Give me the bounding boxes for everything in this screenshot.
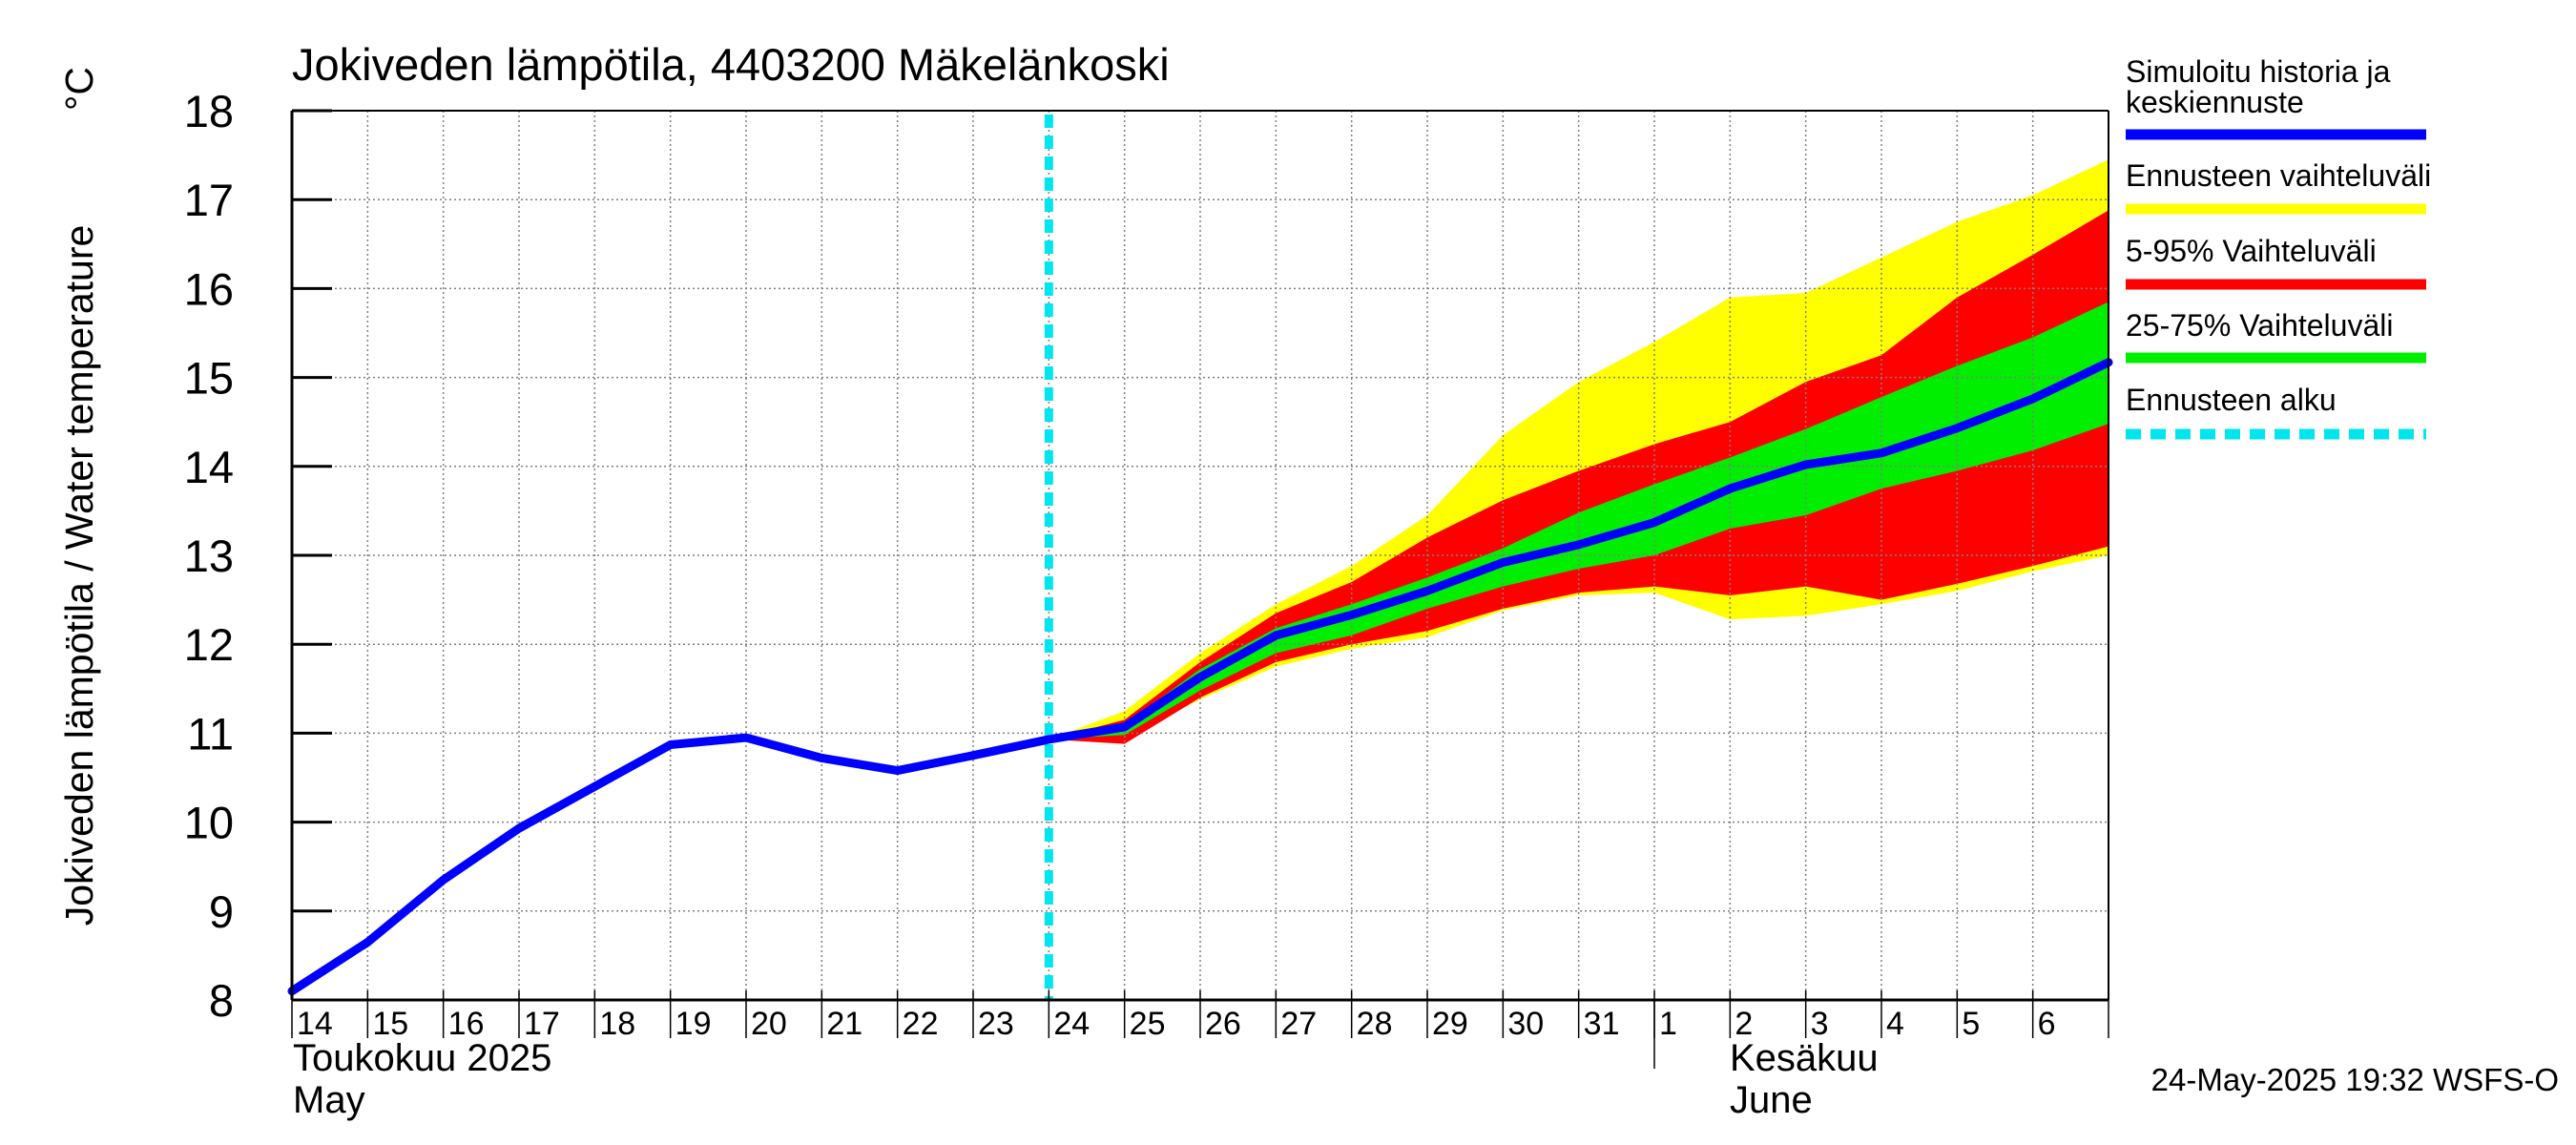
simulated-history-line bbox=[287, 358, 2113, 996]
y-tick-label: 10 bbox=[184, 798, 234, 848]
y-tick-label: 15 bbox=[184, 353, 234, 404]
y-tick-label: 18 bbox=[184, 86, 234, 136]
x-tick-label: 19 bbox=[675, 1006, 712, 1042]
x-tick-label: 16 bbox=[448, 1006, 485, 1042]
x-tick-label: 29 bbox=[1432, 1006, 1468, 1042]
chart-title: Jokiveden lämpötila, 4403200 Mäkelänkosk… bbox=[292, 39, 1170, 90]
x-tick-label: 18 bbox=[599, 1006, 635, 1042]
y-tick-label: 8 bbox=[209, 975, 234, 1026]
range-25-75-band bbox=[1049, 302, 2109, 739]
month-label-may-en: May bbox=[293, 1079, 365, 1121]
legend-label: Ennusteen alku bbox=[2126, 383, 2337, 417]
y-tick-label: 11 bbox=[187, 708, 234, 759]
x-tick-label: 17 bbox=[524, 1006, 560, 1042]
x-axis-ticks: 14 15 16 17 18 19 20 21 22 23 24 25 26 27 28 29 30 31 1 2 3 4… bbox=[291, 990, 2109, 1069]
x-tick-label: 24 bbox=[1053, 1006, 1090, 1042]
legend-label: 5-95% Vaihteluväli bbox=[2126, 234, 2377, 268]
x-tick-label: 22 bbox=[903, 1006, 939, 1042]
y-axis-ticks: 8 9 10 11 12 13 14 15 16 17 18 bbox=[184, 86, 332, 1026]
x-tick-label: 5 bbox=[1962, 1006, 1980, 1042]
y-tick-label: 12 bbox=[184, 619, 234, 670]
y-tick-label: 9 bbox=[209, 886, 234, 937]
x-tick-label: 2 bbox=[1735, 1006, 1753, 1042]
x-tick-label: 3 bbox=[1811, 1006, 1829, 1042]
x-tick-label: 25 bbox=[1130, 1006, 1166, 1042]
y-tick-label: 17 bbox=[184, 175, 234, 225]
x-tick-label: 1 bbox=[1659, 1006, 1677, 1042]
x-tick-label: 4 bbox=[1886, 1006, 1904, 1042]
x-tick-label: 6 bbox=[2038, 1006, 2056, 1042]
range-5-95-band bbox=[1049, 210, 2109, 744]
y-tick-label: 14 bbox=[184, 442, 234, 492]
x-tick-label: 26 bbox=[1205, 1006, 1241, 1042]
x-tick-label: 20 bbox=[751, 1006, 787, 1042]
y-axis-label: Jokiveden lämpötila / Water temperature bbox=[57, 225, 101, 926]
x-tick-label: 28 bbox=[1357, 1006, 1393, 1042]
legend-label: 25-75% Vaihteluväli bbox=[2126, 308, 2393, 343]
y-tick-label: 16 bbox=[184, 263, 234, 314]
x-tick-label: 23 bbox=[978, 1006, 1014, 1042]
x-tick-label: 14 bbox=[297, 1006, 333, 1042]
timestamp: 24-May-2025 19:32 WSFS-O bbox=[2151, 1062, 2559, 1097]
month-label-may-fi: Toukokuu 2025 bbox=[293, 1037, 551, 1079]
legend-label: Ennusteen vaihteluväli bbox=[2126, 158, 2431, 193]
legend-label: Simuloitu historia ja bbox=[2126, 54, 2391, 89]
y-tick-label: 13 bbox=[184, 531, 234, 581]
month-label-june-fi: Kesäkuu bbox=[1730, 1037, 1879, 1079]
y-axis-unit: °C bbox=[57, 67, 101, 111]
x-tick-label: 31 bbox=[1584, 1006, 1620, 1042]
simulated-series bbox=[287, 358, 2113, 996]
month-label-june-en: June bbox=[1730, 1079, 1813, 1121]
legend-label: keskiennuste bbox=[2126, 85, 2304, 119]
x-tick-label: 21 bbox=[826, 1006, 862, 1042]
x-tick-label: 15 bbox=[372, 1006, 408, 1042]
x-tick-label: 27 bbox=[1280, 1006, 1317, 1042]
x-tick-label: 30 bbox=[1507, 1006, 1544, 1042]
